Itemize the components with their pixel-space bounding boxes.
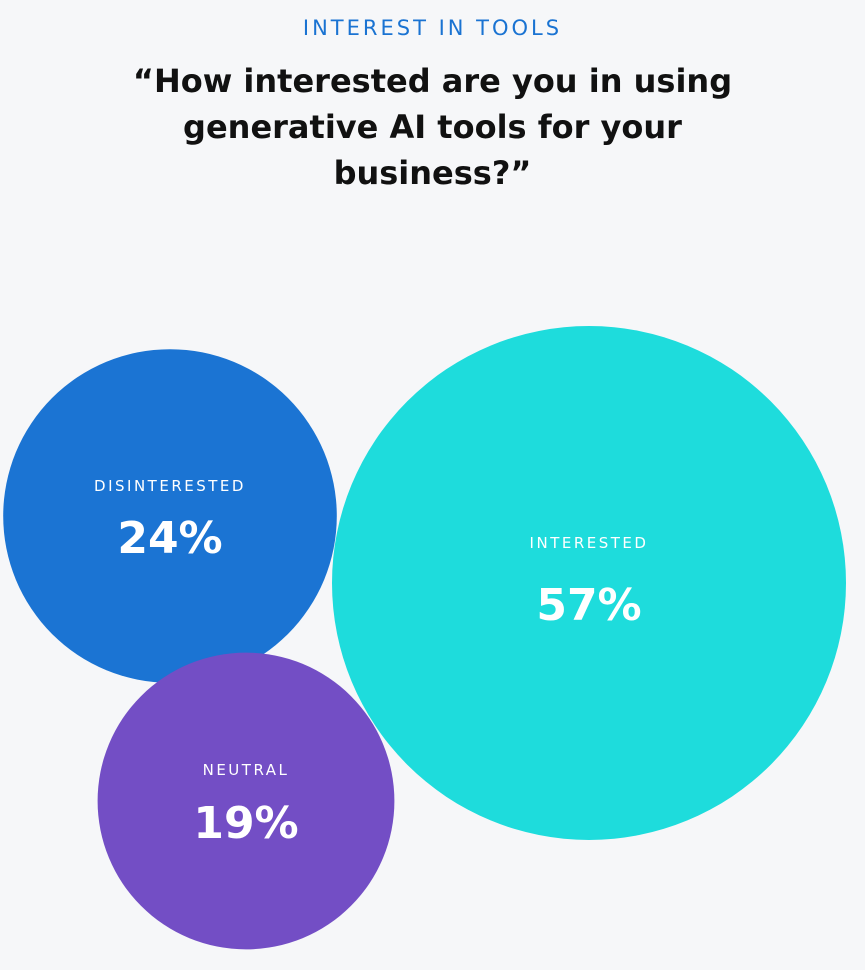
bubble-group: DISINTERESTED 24% INTERESTED 57% NEUTRAL 19% [3, 326, 846, 950]
chart-title: “How interested are you in using generat… [132, 62, 733, 192]
bubble-label-interested: INTERESTED [530, 534, 649, 552]
bubble-value-neutral: 19% [193, 798, 298, 849]
bubble-label-neutral: NEUTRAL [203, 761, 290, 779]
bubble-disinterested [3, 349, 337, 683]
bubble-value-disinterested: 24% [117, 513, 222, 564]
bubble-value-interested: 57% [536, 580, 641, 631]
bubble-neutral [97, 652, 395, 950]
chart-eyebrow: INTEREST IN TOOLS [302, 16, 563, 40]
bubble-label-disinterested: DISINTERESTED [94, 477, 246, 495]
bubble-interested [332, 326, 846, 840]
